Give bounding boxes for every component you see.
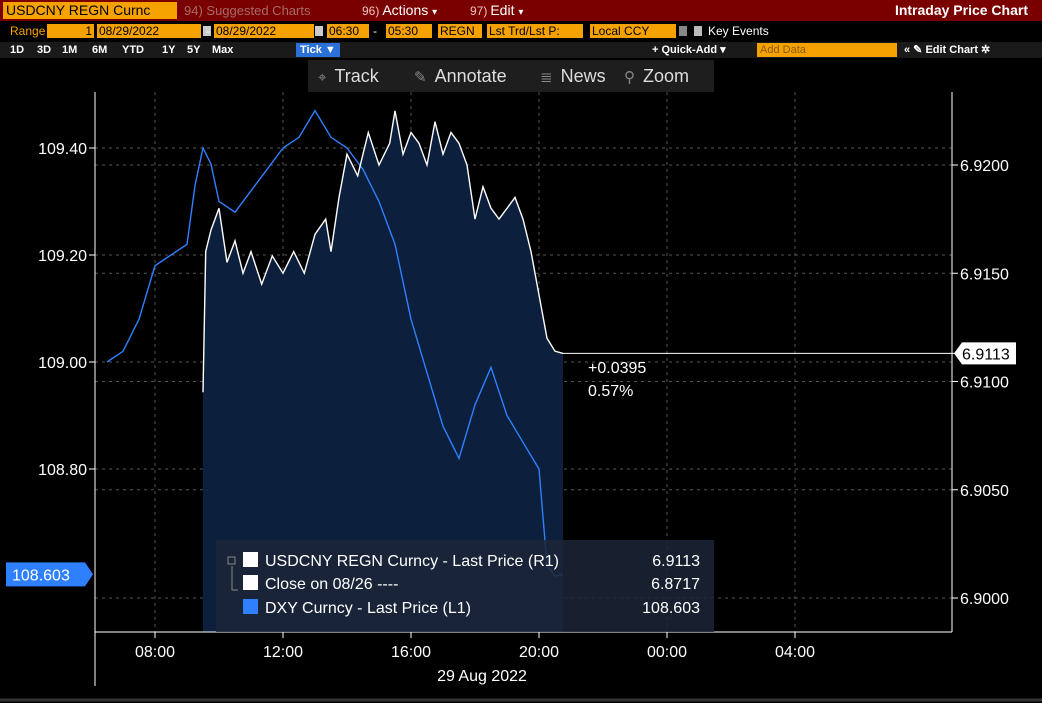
last-price-right: 6.9113 — [962, 346, 1010, 363]
tag-shape — [954, 342, 1016, 365]
tick-selector[interactable]: Tick ▼ — [296, 43, 340, 57]
quick-add-button[interactable]: + Quick-Add ▾ — [652, 44, 726, 56]
edit-num: 97) — [470, 4, 488, 18]
edit-label: Edit — [490, 2, 515, 18]
period-1y[interactable]: 1Y — [162, 44, 176, 56]
x-tick-label: 20:00 — [519, 644, 559, 661]
last-price-tag-left: 108.603 — [6, 562, 93, 587]
price-type-field[interactable]: Lst Trd/Lst P: — [487, 24, 583, 38]
y-left-tick-label: 108.80 — [38, 462, 87, 479]
x-tick-label: 16:00 — [391, 644, 431, 661]
price-chart[interactable]: 109.40 109.20 109.00 108.80 6.9200 6.9150 6.91… — [0, 58, 1042, 703]
last-price-left: 108.603 — [12, 567, 70, 584]
market-field[interactable]: REGN — [438, 24, 482, 38]
suggested-charts-menu[interactable]: 94) Suggested Charts — [184, 3, 311, 18]
chevron-down-icon: ▾ — [432, 7, 438, 18]
zoom-button[interactable]: ⚲ Zoom — [624, 60, 689, 92]
legend-entry-1: Close on 08/26 ---- — [265, 576, 398, 593]
y-right-tick-label: 6.9200 — [960, 158, 1009, 175]
key-events-label: Key Events — [708, 24, 769, 38]
edit-menu[interactable]: 97) Edit ▾ — [470, 2, 523, 19]
legend-swatch — [243, 599, 258, 614]
title-bar: USDCNY REGN Curnc 94) Suggested Charts 9… — [0, 0, 1042, 21]
actions-menu[interactable]: 96) Actions ▾ — [362, 2, 437, 19]
tree-line — [231, 566, 238, 591]
start-time-field[interactable]: 06:30 — [327, 24, 369, 38]
page-title: Intraday Price Chart — [894, 2, 1028, 18]
period-6m[interactable]: 6M — [92, 44, 108, 56]
period-5y[interactable]: 5Y — [187, 44, 201, 56]
y-left-tick-label: 109.00 — [38, 355, 87, 372]
y-left-tick-label: 109.40 — [38, 141, 87, 158]
period-ytd[interactable]: YTD — [122, 44, 144, 56]
range-value-field[interactable]: 1 — [47, 24, 94, 38]
calendar-icon[interactable] — [203, 26, 211, 36]
legend-value-1: 6.8717 — [651, 576, 700, 593]
last-price-tag-right: 6.9113 — [954, 342, 1016, 365]
legend-value-2: 108.603 — [642, 600, 700, 617]
period-3d[interactable]: 3D — [37, 44, 52, 56]
change-pct: 0.57% — [588, 383, 633, 400]
range-dash: - — [206, 24, 210, 38]
actions-label: Actions — [382, 2, 429, 18]
crosshair-icon: ⌖ — [318, 69, 327, 86]
y-right-tick-label: 6.9050 — [960, 483, 1009, 500]
chevron-down-icon: ▾ — [518, 7, 524, 18]
legend-swatch — [243, 575, 258, 590]
usdcny-area — [203, 110, 563, 632]
legend-swatch — [243, 552, 258, 567]
news-label: News — [560, 66, 606, 86]
range-label: Range — [10, 24, 46, 38]
y-right-tick-label: 6.9000 — [960, 591, 1009, 608]
news-icon: ≣ — [540, 69, 553, 86]
calendar-icon[interactable] — [315, 26, 323, 36]
zoom-label: Zoom — [643, 66, 690, 86]
chart-axes: 109.40 109.20 109.00 108.80 6.9200 6.9150 6.91… — [0, 92, 1042, 702]
currency-field[interactable]: Local CCY — [590, 24, 676, 38]
annotate-label: Annotate — [434, 66, 507, 86]
change-value: +0.0395 — [588, 360, 646, 377]
legend-entry-0: USDCNY REGN Curncy - Last Price (R1) — [265, 553, 559, 570]
key-events-checkbox[interactable] — [694, 26, 702, 36]
magnifier-icon: ⚲ — [624, 69, 635, 86]
chart-series — [106, 109, 955, 632]
x-axis-label: 29 Aug 2022 — [437, 668, 527, 685]
end-date-field[interactable]: 08/29/2022 — [214, 24, 314, 38]
legend-bg — [216, 540, 714, 632]
ticker-field[interactable]: USDCNY REGN Curnc — [3, 2, 177, 19]
y-right-tick-label: 6.9150 — [960, 266, 1009, 283]
chevron-down-icon[interactable] — [679, 26, 687, 36]
end-time-field[interactable]: 05:30 — [386, 24, 432, 38]
legend: USDCNY REGN Curncy - Last Price (R1) 6.91… — [216, 540, 714, 632]
actions-num: 96) — [362, 4, 380, 18]
track-button[interactable]: ⌖ Track — [318, 60, 379, 92]
period-1m[interactable]: 1M — [62, 44, 78, 56]
period-1d[interactable]: 1D — [10, 44, 25, 56]
annotate-button[interactable]: ✎ Annotate — [414, 60, 507, 92]
legend-entry-2: DXY Curncy - Last Price (L1) — [265, 600, 471, 617]
chart-toolbar: ⌖ Track ✎ Annotate ≣ News ⚲ Zoom — [308, 60, 714, 92]
y-left-tick-label: 109.20 — [38, 248, 87, 265]
period-bar: 1D 3D 1M 6M YTD 1Y 5Y Max Tick ▼ + Quick… — [0, 42, 1042, 58]
x-tick-label: 00:00 — [647, 644, 687, 661]
tag-shape — [6, 562, 93, 587]
start-date-field[interactable]: 08/29/2022 — [97, 24, 201, 38]
dxy-line — [106, 109, 564, 577]
track-label: Track — [334, 66, 379, 86]
pencil-icon: ✎ — [414, 69, 427, 86]
edit-chart-button[interactable]: « ✎ Edit Chart ✲ — [904, 44, 991, 56]
x-tick-label: 12:00 — [263, 644, 303, 661]
range-bar: Range 1 08/29/2022 - 08/29/2022 06:30 - … — [0, 23, 1042, 40]
x-tick-label: 04:00 — [775, 644, 815, 661]
time-dash: - — [373, 24, 377, 38]
y-right-tick-label: 6.9100 — [960, 375, 1009, 392]
legend-value-0: 6.9113 — [652, 553, 700, 570]
usdcny-line — [202, 110, 564, 393]
news-button[interactable]: ≣ News — [540, 60, 606, 92]
period-max[interactable]: Max — [212, 44, 234, 56]
add-data-input[interactable]: Add Data — [757, 43, 897, 57]
collapse-icon — [227, 556, 236, 565]
x-tick-label: 08:00 — [135, 644, 175, 661]
